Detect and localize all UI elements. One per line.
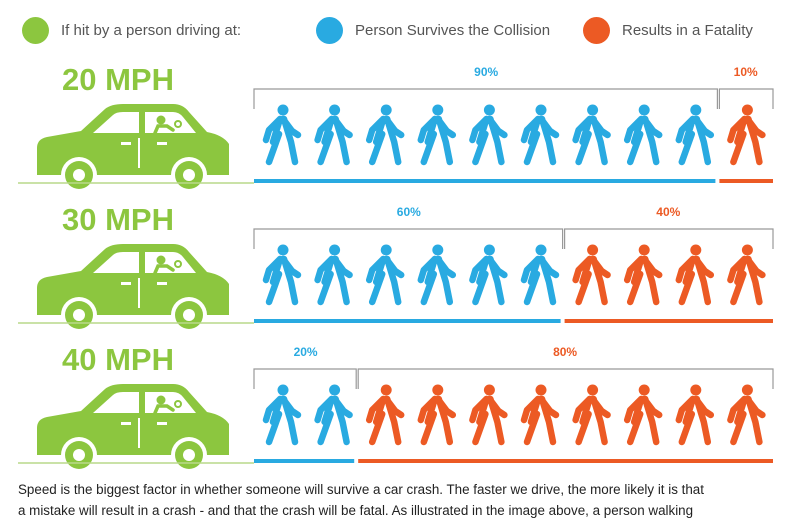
car-icon — [37, 244, 229, 333]
survivor-person-icon — [365, 104, 405, 166]
speed-label: 40 MPH — [62, 342, 174, 377]
fatality-person-icon — [469, 384, 508, 446]
survivor-person-icon — [417, 244, 457, 306]
fatal-percent-label: 80% — [553, 345, 577, 359]
fatal-bracket — [564, 228, 774, 249]
legend-item-survive: Person Survives the Collision — [316, 12, 550, 48]
red-circle-icon — [583, 16, 610, 44]
survivor-person-icon — [417, 104, 457, 166]
legend-label-survive: Person Survives the Collision — [355, 21, 551, 39]
fatality-person-icon — [675, 384, 715, 446]
survive-percent-label: 20% — [294, 345, 318, 359]
legend-label-speed: If hit by a person driving at: — [61, 21, 242, 39]
survivor-person-icon — [314, 104, 353, 166]
speed-label: 30 MPH — [62, 202, 174, 237]
fatal-bar — [719, 179, 773, 183]
fatality-person-icon — [623, 244, 663, 306]
car-icon — [37, 104, 229, 193]
survive-bar — [254, 319, 561, 323]
fatality-person-icon — [572, 384, 611, 446]
fatal-bar — [358, 459, 773, 463]
survivor-person-icon — [314, 244, 353, 306]
legend-item-fatal: Results in a Fatality — [583, 12, 753, 48]
fatality-person-icon — [572, 244, 611, 306]
survivor-person-icon — [262, 104, 302, 166]
survivor-person-icon — [469, 244, 508, 306]
fatality-person-icon — [727, 244, 766, 306]
fatality-person-icon — [520, 384, 560, 446]
fatal-percent-label: 10% — [734, 65, 758, 79]
survivor-person-icon — [675, 104, 715, 166]
legend-label-fatal: Results in a Fatality — [622, 21, 753, 39]
caption-line-2: a mistake will result in a crash - and t… — [18, 503, 694, 518]
fatality-person-icon — [727, 104, 766, 166]
survivor-person-icon — [314, 384, 353, 446]
speed-row: 20 MPH 90% 10% — [18, 62, 774, 193]
fatal-bar — [564, 319, 773, 323]
survivor-person-icon — [572, 104, 611, 166]
survivor-person-icon — [520, 244, 560, 306]
car-icon — [37, 384, 229, 472]
caption: Speed is the biggest factor in whether s… — [18, 479, 788, 521]
green-circle-icon — [22, 16, 49, 44]
survivor-person-icon — [623, 104, 663, 166]
survive-bracket — [253, 88, 718, 109]
legend-item-speed: If hit by a person driving at: — [22, 12, 241, 48]
survive-bracket — [253, 368, 357, 389]
fatality-person-icon — [417, 384, 457, 446]
fatal-bracket — [357, 368, 774, 389]
fatality-person-icon — [623, 384, 663, 446]
caption-line-1: Speed is the biggest factor in whether s… — [18, 482, 704, 497]
survive-bar — [254, 459, 355, 463]
survivor-person-icon — [262, 244, 302, 306]
blue-circle-icon — [316, 16, 343, 44]
survivor-person-icon — [469, 104, 508, 166]
survive-percent-label: 60% — [397, 205, 421, 219]
fatality-person-icon — [727, 384, 766, 446]
survive-bracket — [253, 228, 564, 249]
speed-row: 30 MPH 60% 40% — [18, 202, 774, 333]
survive-percent-label: 90% — [474, 65, 498, 79]
legend: If hit by a person driving at: Person Su… — [0, 12, 803, 48]
speed-fatality-chart: 20 MPH 90% 10% 30 MPH 60% 40% 40 MPH 20% 80% — [18, 62, 774, 472]
survivor-person-icon — [262, 384, 302, 446]
speed-label: 20 MPH — [62, 62, 174, 97]
fatality-person-icon — [675, 244, 715, 306]
fatal-bracket — [718, 88, 774, 109]
survivor-person-icon — [365, 244, 405, 306]
survivor-person-icon — [520, 104, 560, 166]
fatal-percent-label: 40% — [656, 205, 680, 219]
speed-row: 40 MPH 20% 80% — [18, 342, 774, 472]
survive-bar — [254, 179, 716, 183]
fatality-person-icon — [365, 384, 405, 446]
